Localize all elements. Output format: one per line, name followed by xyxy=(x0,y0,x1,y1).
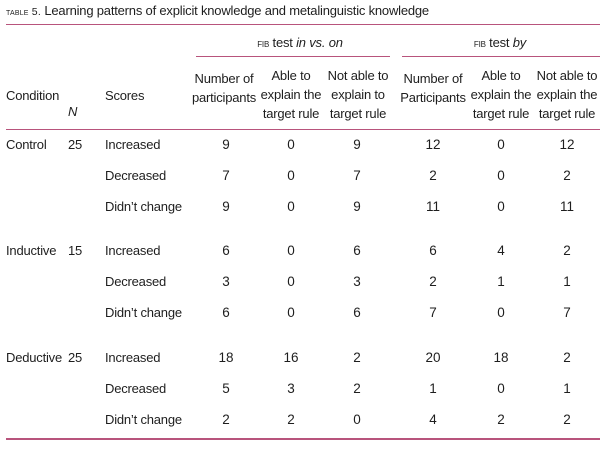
cell-value: 11 xyxy=(425,199,441,214)
cell-value: 0 xyxy=(287,243,295,258)
caption-text: Learning patterns of explicit knowledge … xyxy=(44,3,429,18)
cell-value: 6 xyxy=(353,305,361,320)
cell-value: 9 xyxy=(222,137,230,152)
top-rule xyxy=(6,24,600,25)
cell-value: 6 xyxy=(353,243,361,258)
cell-value: 2 xyxy=(563,412,571,427)
cell-value: 2 xyxy=(353,381,361,396)
group-rule-by xyxy=(402,56,600,57)
header-n: N xyxy=(68,104,78,119)
bottom-rule xyxy=(6,438,600,440)
cell-value: 0 xyxy=(287,274,295,289)
cell-value: 0 xyxy=(287,305,295,320)
header-scores: Scores xyxy=(105,88,145,103)
cell-value: 7 xyxy=(353,168,361,183)
group-header-by: FIB test by xyxy=(473,35,527,50)
header-g2-number: Number of Participants xyxy=(400,71,466,105)
cell-score: Didn’t change xyxy=(105,305,182,320)
cell-value: 0 xyxy=(497,381,505,396)
cell-value: 4 xyxy=(429,412,437,427)
cell-value: 12 xyxy=(425,137,441,152)
cell-value: 18 xyxy=(493,350,509,365)
cell-value: 18 xyxy=(218,350,234,365)
cell-n: 25 xyxy=(68,350,83,365)
cell-value: 9 xyxy=(353,137,361,152)
cell-value: 5 xyxy=(222,381,230,396)
cell-value: 1 xyxy=(497,274,505,289)
cell-value: 2 xyxy=(222,412,230,427)
cell-value: 7 xyxy=(429,305,437,320)
cell-value: 2 xyxy=(429,274,437,289)
header-g1-number: Number of participants xyxy=(191,71,257,105)
cell-value: 16 xyxy=(283,350,299,365)
header-g2-notable: Not able to explain the target rule xyxy=(536,68,598,121)
cell-value: 3 xyxy=(222,274,230,289)
cell-value: 0 xyxy=(497,137,505,152)
cell-value: 7 xyxy=(222,168,230,183)
cell-value: 2 xyxy=(429,168,437,183)
header-g1-notable: Not able to explain to target rule xyxy=(327,68,389,121)
cell-value: 7 xyxy=(563,305,571,320)
cell-score: Increased xyxy=(105,350,161,365)
cell-value: 1 xyxy=(429,381,437,396)
caption-label: Table 5. xyxy=(6,6,41,18)
header-g2-able: Able to explain the target rule xyxy=(470,68,532,121)
cell-value: 6 xyxy=(222,243,230,258)
cell-value: 9 xyxy=(222,199,230,214)
cell-score: Increased xyxy=(105,137,161,152)
cell-value: 6 xyxy=(222,305,230,320)
cell-value: 2 xyxy=(353,350,361,365)
cell-score: Didn’t change xyxy=(105,199,182,214)
table-caption: Table 5. Learning patterns of explicit k… xyxy=(6,3,429,18)
cell-value: 20 xyxy=(425,350,441,365)
group-rule-in-on xyxy=(196,56,390,57)
cell-value: 0 xyxy=(287,199,295,214)
cell-value: 0 xyxy=(287,137,295,152)
cell-value: 12 xyxy=(559,137,575,152)
cell-value: 0 xyxy=(353,412,361,427)
cell-value: 3 xyxy=(353,274,361,289)
cell-value: 0 xyxy=(287,168,295,183)
cell-value: 2 xyxy=(497,412,505,427)
cell-value: 0 xyxy=(497,305,505,320)
cell-value: 0 xyxy=(497,168,505,183)
cell-condition: Deductive xyxy=(6,350,63,365)
cell-value: 1 xyxy=(563,381,571,396)
cell-value: 2 xyxy=(563,243,571,258)
header-condition: Condition xyxy=(6,88,60,103)
cell-value: 2 xyxy=(287,412,295,427)
cell-score: Increased xyxy=(105,243,161,258)
cell-score: Decreased xyxy=(105,381,167,396)
header-g1-able: Able to explain the target rule xyxy=(260,68,322,121)
cell-value: 6 xyxy=(429,243,437,258)
cell-n: 25 xyxy=(68,137,83,152)
cell-condition: Inductive xyxy=(6,243,57,258)
header-bottom-rule xyxy=(6,129,600,130)
group-header-in-on: FIB test in vs. on xyxy=(257,35,343,50)
cell-n: 15 xyxy=(68,243,83,258)
cell-value: 11 xyxy=(559,199,575,214)
cell-value: 1 xyxy=(563,274,571,289)
cell-value: 2 xyxy=(563,350,571,365)
cell-value: 2 xyxy=(563,168,571,183)
cell-value: 3 xyxy=(287,381,295,396)
cell-score: Decreased xyxy=(105,274,167,289)
cell-value: 9 xyxy=(353,199,361,214)
cell-value: 4 xyxy=(497,243,505,258)
cell-score: Decreased xyxy=(105,168,167,183)
cell-value: 0 xyxy=(497,199,505,214)
cell-condition: Control xyxy=(6,137,47,152)
cell-score: Didn’t change xyxy=(105,412,182,427)
